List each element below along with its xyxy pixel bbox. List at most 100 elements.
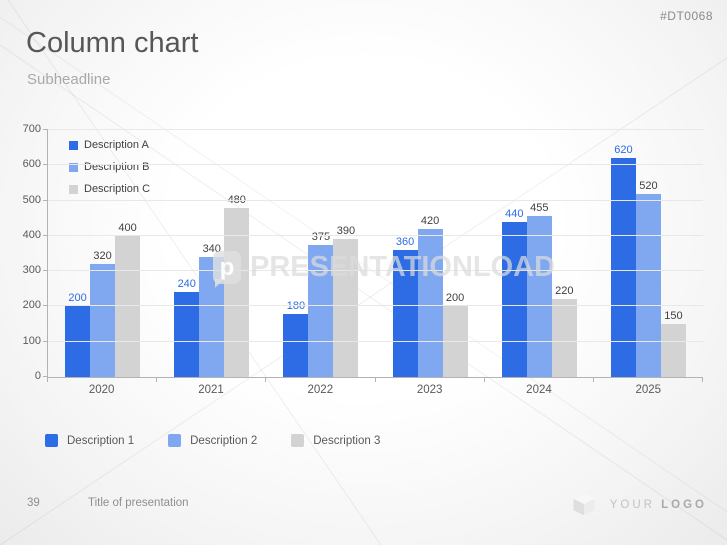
x-tick-3 [374,378,376,382]
bar-description-b [199,257,225,377]
bar-cell: 200 [65,130,91,377]
y-tick-200 [43,305,48,307]
bar-cell: 375 [308,130,334,377]
bar-description-a [501,221,527,377]
bar-cell: 390 [333,130,359,377]
legend-label: Description C [84,183,151,195]
legend-swatch [69,184,78,194]
bar-cell: 455 [526,130,552,377]
template-code: #DT0068 [660,9,713,23]
bar-value-label: 440 [505,207,524,220]
chart-legend: Description A Description B Description C [69,139,150,195]
x-axis-label-2025: 2025 [635,384,662,396]
bar-description-b [417,228,443,377]
y-tick-700 [43,129,48,130]
chart-plot-area: 200 320 400 240 340 480 180 375 390 360 420 200 440 4… [23,123,703,382]
bar-groups: 200 320 400 240 340 480 180 375 390 360 420 200 440 4… [48,130,703,377]
footer-presentation-title: Title of presentation [88,497,189,509]
bar-description-a [283,313,309,377]
bar-value-label: 200 [68,292,87,305]
bar-value-label: 150 [664,310,683,323]
bar-cell: 320 [90,130,116,377]
chart-legend-item: Description B [69,161,150,173]
gridline-700 [48,129,703,130]
y-tick-500 [43,199,48,201]
bar-value-label: 240 [177,278,196,291]
bar-value-label: 390 [336,225,356,238]
bar-group-2023: 360 420 200 [376,130,485,377]
chart-legend-item: Description C [69,183,150,195]
x-tick-4 [483,378,485,382]
y-tick-label-0: 0 [34,370,41,382]
bottom-legend-swatch [291,434,305,447]
page-subtitle: Subheadline [27,71,111,88]
chart-legend-item: Description A [69,139,150,151]
x-tick-2 [265,378,267,382]
bar-description-a [174,292,200,377]
bar-value-label: 455 [530,202,549,215]
bar-description-a [392,249,418,377]
y-tick-300 [43,270,48,272]
legend-swatch [69,140,78,150]
y-tick-label-400: 400 [22,228,41,241]
bar-description-c [551,299,577,377]
y-tick-label-600: 600 [22,158,41,171]
x-axis-label-2020: 2020 [88,384,115,396]
page-title: Column chart [26,27,199,59]
x-axis-label-2022: 2022 [307,384,334,396]
bottom-legend-label: Description 3 [313,434,381,447]
bar-description-c [224,207,250,377]
bottom-legend-item: Description 2 [168,434,257,447]
bar-value-label: 220 [555,285,574,298]
gridline-300 [48,270,703,272]
x-tick-1 [156,378,158,382]
bar-value-label: 420 [420,214,440,227]
bar-description-b [526,216,552,377]
y-tick-0 [43,376,48,377]
bar-cell: 200 [442,130,468,377]
gridline-600 [48,164,703,166]
bar-group-2025: 620 520 150 [594,130,703,377]
bar-value-label: 360 [395,235,415,248]
bar-cell: 360 [392,130,418,377]
gridline-200 [48,305,703,307]
bar-cell: 420 [417,130,443,377]
x-tick-5 [592,378,594,382]
logo-text-bold: LOGO [661,499,707,511]
x-axis-label-2023: 2023 [416,384,443,396]
gridline-500 [48,199,703,201]
bottom-legend-swatch [168,434,182,447]
page-number: 39 [27,497,40,509]
gridline-100 [48,340,703,342]
y-tick-label-700: 700 [22,123,41,135]
y-tick-400 [43,234,48,236]
bottom-legend-item: Description 1 [45,434,134,447]
bar-cell: 620 [610,130,636,377]
column-chart: 200 320 400 240 340 480 180 375 390 360 420 200 440 4… [23,123,706,404]
bar-description-a [65,306,91,377]
y-tick-label-300: 300 [22,264,41,277]
bar-cell: 220 [551,130,577,377]
logo-text-light: YOUR [609,499,662,511]
bar-group-2024: 440 455 220 [485,130,594,377]
bar-cell: 150 [660,130,686,377]
y-tick-600 [43,164,48,166]
bar-value-label: 320 [93,250,112,263]
cube-logo-icon [573,493,595,516]
y-tick-label-200: 200 [22,299,41,312]
x-axis-label-2024: 2024 [526,384,552,396]
bar-cell: 480 [224,130,250,377]
y-tick-100 [43,340,48,342]
bar-description-a [610,158,636,377]
your-logo-block: YOUR LOGO [570,492,707,518]
bar-value-label: 620 [614,144,633,157]
x-tick-6 [702,378,703,382]
y-tick-label-500: 500 [22,193,41,206]
bottom-legend-label: Description 2 [190,434,258,447]
bar-cell: 180 [283,130,309,377]
legend-label: Description B [84,161,150,173]
bar-group-2020: 200 320 400 [48,130,157,377]
bar-description-c [442,306,468,377]
legend-swatch [69,162,78,172]
